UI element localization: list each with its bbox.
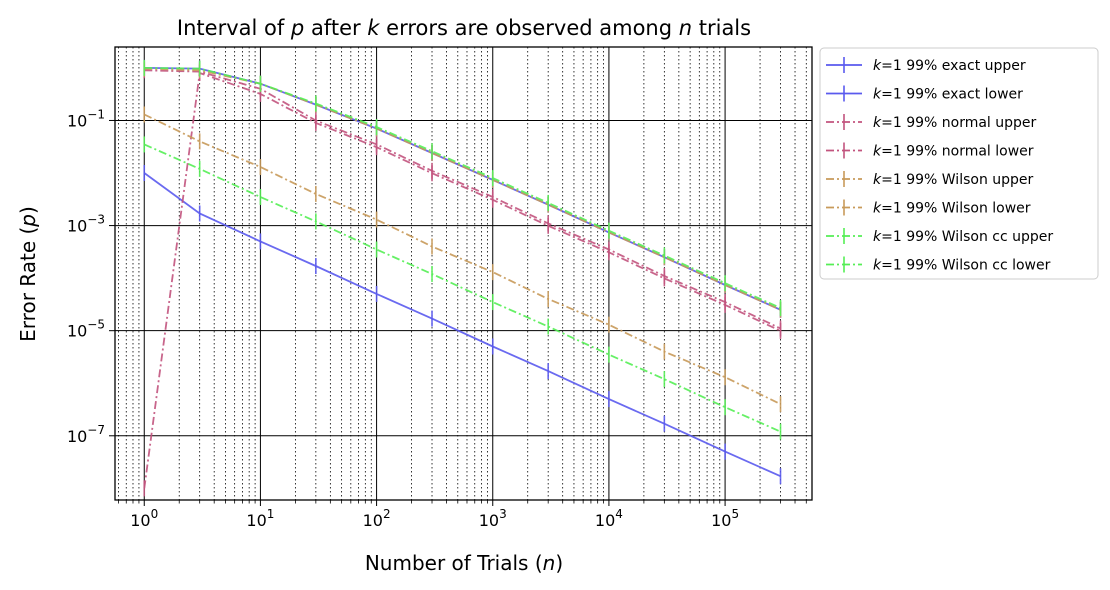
series-line (143, 113, 781, 405)
series-5 (143, 106, 782, 413)
legend-k: k (873, 229, 882, 245)
x-tick-label: 104 (595, 507, 623, 530)
legend-label: k=1 99% normal lower (873, 144, 1034, 160)
y-tick-base: 10 (67, 217, 87, 236)
series-line (143, 143, 781, 433)
x-tick-base: 10 (711, 511, 731, 530)
x-tick-exponent: 3 (499, 507, 507, 521)
legend-label: k=1 99% Wilson cc upper (873, 229, 1053, 245)
x-tick-label: 100 (130, 507, 158, 530)
legend-name: =1 99% Wilson lower (881, 201, 1031, 217)
series-line (143, 71, 781, 489)
legend-item: k=1 99% Wilson cc upper (826, 228, 1053, 245)
y-tick-label: 10−7 (67, 423, 105, 446)
legend-name: =1 99% exact lower (881, 87, 1023, 103)
legend-k: k (873, 172, 882, 188)
x-tick-base: 10 (246, 511, 266, 530)
legend-item: k=1 99% exact upper (826, 57, 1026, 74)
legend-label: k=1 99% Wilson cc lower (873, 258, 1051, 274)
y-tick-exponent: −1 (87, 107, 105, 121)
x-tick-label: 103 (479, 507, 507, 530)
plot-area (143, 59, 782, 497)
series-2 (143, 62, 782, 337)
series-7 (143, 136, 782, 440)
x-tick-exponent: 2 (383, 507, 391, 521)
series-line (143, 172, 781, 478)
legend-label: k=1 99% Wilson lower (873, 201, 1031, 217)
x-tick-exponent: 4 (615, 507, 623, 521)
chart-title: Interval of p after k errors are observe… (177, 16, 751, 40)
x-tick-exponent: 1 (267, 507, 275, 521)
x-tick-exponent: 5 (731, 507, 739, 521)
legend-name: =1 99% exact upper (881, 58, 1026, 74)
y-tick-base: 10 (67, 111, 87, 130)
legend-item: k=1 99% Wilson lower (826, 199, 1031, 217)
legend-label: k=1 99% normal upper (873, 115, 1037, 131)
legend-name: =1 99% Wilson upper (881, 172, 1033, 188)
y-tick-base: 10 (67, 322, 87, 341)
series-3 (143, 65, 782, 497)
x-tick-base: 10 (130, 511, 150, 530)
x-tick-base: 10 (479, 511, 499, 530)
legend-k: k (873, 87, 882, 103)
y-tick-label: 10−5 (67, 318, 105, 341)
series-line (144, 67, 781, 311)
series-line (144, 67, 781, 309)
y-tick-base: 10 (67, 427, 87, 446)
series-0 (143, 59, 782, 318)
legend-name: =1 99% Wilson cc lower (881, 258, 1051, 274)
x-tick-label: 105 (711, 507, 739, 530)
y-axis-label: Error Rate (p) (16, 206, 40, 342)
legend-k: k (873, 58, 882, 74)
legend-box (819, 47, 1099, 280)
legend-label: k=1 99% exact lower (873, 87, 1023, 103)
legend-name: =1 99% Wilson cc upper (881, 229, 1053, 245)
legend-item: k=1 99% Wilson cc lower (826, 256, 1051, 274)
legend-item: k=1 99% exact lower (826, 85, 1023, 103)
legend-name: =1 99% normal upper (881, 115, 1036, 131)
legend-k: k (873, 201, 882, 217)
legend-label: k=1 99% exact upper (873, 58, 1026, 74)
y-tick-exponent: −5 (87, 318, 105, 332)
x-tick-base: 10 (363, 511, 383, 530)
axes-frame (114, 46, 813, 501)
series-4 (143, 60, 782, 318)
x-tick-exponent: 0 (151, 507, 159, 521)
y-tick-exponent: −3 (87, 213, 105, 227)
series-line (144, 67, 781, 311)
legend-item: k=1 99% Wilson upper (826, 171, 1034, 188)
legend-item: k=1 99% normal upper (826, 114, 1037, 131)
legend-k: k (873, 258, 882, 274)
legend-label: k=1 99% Wilson upper (873, 172, 1034, 188)
series-1 (143, 165, 782, 485)
legend-k: k (873, 144, 882, 160)
y-tick-label: 10−3 (67, 213, 105, 236)
y-tick-label: 10−1 (67, 107, 105, 130)
legend-k: k (873, 115, 882, 131)
legend-name: =1 99% normal lower (881, 144, 1034, 160)
x-tick-base: 10 (595, 511, 615, 530)
x-axis-label: Number of Trials (n) (365, 551, 563, 575)
y-tick-exponent: −7 (87, 423, 105, 437)
series-6 (143, 59, 782, 317)
legend-item: k=1 99% normal lower (826, 142, 1034, 160)
x-tick-label: 102 (363, 507, 391, 530)
x-tick-label: 101 (246, 507, 274, 530)
series-line (144, 69, 781, 330)
